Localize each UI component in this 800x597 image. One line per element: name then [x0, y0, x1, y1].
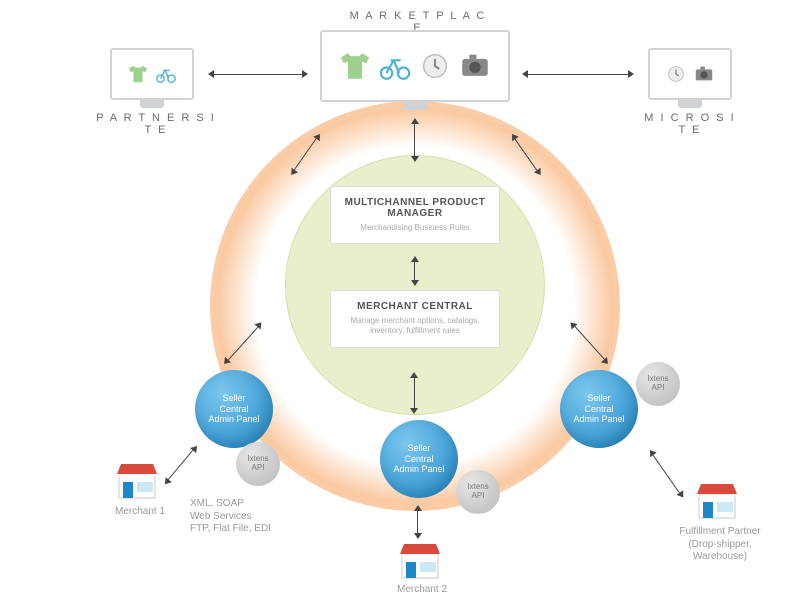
mc-sub: Manage merchant options, catalogs, inven…	[343, 316, 487, 337]
camera-icon	[458, 49, 492, 83]
bidirectional-arrow	[165, 446, 197, 484]
merchant1-store-icon	[115, 460, 159, 500]
seller-panel-mid: SellerCentralAdmin Panel	[380, 420, 458, 498]
seller-panel-left: SellerCentralAdmin Panel	[195, 370, 273, 448]
diagram-canvas: M A R K E T P L A C E P A R T N E R S I …	[0, 0, 800, 596]
api-badge-right: IxtensAPI	[636, 362, 680, 406]
mpm-sub: Merchandising Business Rules	[343, 223, 487, 233]
protocols-label: XML, SOAPWeb ServicesFTP, Flat File, EDI	[190, 498, 300, 536]
merchant1-label: Merchant 1	[100, 506, 180, 519]
mpm-title: MULTICHANNEL PRODUCT MANAGER	[343, 197, 487, 219]
mc-title: MERCHANT CENTRAL	[343, 301, 487, 312]
tshirt-icon	[127, 63, 149, 85]
watch-icon	[418, 49, 452, 83]
api-badge-mid: IxtensAPI	[456, 470, 500, 514]
bidirectional-arrow	[650, 450, 683, 498]
merchant2-label: Merchant 2	[382, 584, 462, 597]
bike-icon	[378, 49, 412, 83]
microsite-monitor	[648, 48, 732, 100]
partner-icons	[112, 50, 192, 98]
partner-site-monitor	[110, 48, 194, 100]
multichannel-product-manager-box: MULTICHANNEL PRODUCT MANAGER Merchandisi…	[330, 186, 500, 244]
marketplace-monitor	[320, 30, 510, 102]
partner-site-label: P A R T N E R S I T E	[96, 112, 216, 136]
marketplace-icons	[322, 32, 508, 100]
merchant-central-box: MERCHANT CENTRAL Manage merchant options…	[330, 290, 500, 348]
seller-panel-right: SellerCentralAdmin Panel	[560, 370, 638, 448]
bike-icon	[155, 63, 177, 85]
microsite-icons	[650, 50, 730, 98]
tshirt-icon	[338, 49, 372, 83]
watch-icon	[665, 63, 687, 85]
fulfillment-store-icon	[695, 480, 739, 520]
fulfillment-label: Fulfillment Partner(Drop-shipper,Warehou…	[650, 526, 790, 564]
api-badge-left: IxtensAPI	[236, 442, 280, 486]
merchant2-store-icon	[398, 540, 442, 580]
microsite-label: M I C R O S I T E	[640, 112, 740, 136]
camera-icon	[693, 63, 715, 85]
